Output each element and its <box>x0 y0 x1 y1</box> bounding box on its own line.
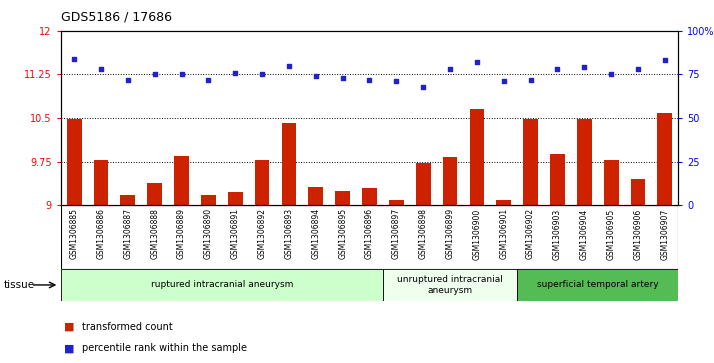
Bar <box>416 163 431 205</box>
Point <box>659 58 670 64</box>
Text: ■: ■ <box>64 343 75 354</box>
Text: GSM1306902: GSM1306902 <box>526 208 535 260</box>
Bar <box>389 200 403 205</box>
Point <box>95 66 106 72</box>
Text: GSM1306890: GSM1306890 <box>204 208 213 260</box>
Text: GDS5186 / 17686: GDS5186 / 17686 <box>61 11 171 24</box>
Text: GSM1306905: GSM1306905 <box>607 208 615 260</box>
Text: GSM1306889: GSM1306889 <box>177 208 186 259</box>
Text: GSM1306904: GSM1306904 <box>580 208 589 260</box>
FancyBboxPatch shape <box>383 269 517 301</box>
Text: GSM1306894: GSM1306894 <box>311 208 321 260</box>
Bar <box>201 195 216 205</box>
Text: superficial temporal artery: superficial temporal artery <box>537 281 658 289</box>
Text: GSM1306897: GSM1306897 <box>392 208 401 260</box>
Text: transformed count: transformed count <box>82 322 173 332</box>
Text: GSM1306885: GSM1306885 <box>70 208 79 259</box>
Text: GSM1306901: GSM1306901 <box>499 208 508 260</box>
Text: GSM1306907: GSM1306907 <box>660 208 669 260</box>
Bar <box>496 200 511 205</box>
Text: GSM1306893: GSM1306893 <box>284 208 293 260</box>
FancyBboxPatch shape <box>61 269 383 301</box>
Point <box>444 66 456 72</box>
Point <box>552 66 563 72</box>
Bar <box>470 109 484 205</box>
Bar <box>443 158 458 205</box>
FancyBboxPatch shape <box>517 269 678 301</box>
Text: GSM1306891: GSM1306891 <box>231 208 240 259</box>
Text: GSM1306892: GSM1306892 <box>258 208 266 259</box>
Text: GSM1306887: GSM1306887 <box>124 208 132 259</box>
Text: GSM1306899: GSM1306899 <box>446 208 455 260</box>
Point <box>229 70 241 76</box>
Point <box>525 77 536 82</box>
Text: GSM1306900: GSM1306900 <box>473 208 481 260</box>
Bar <box>658 113 673 205</box>
Text: unruptured intracranial
aneurysm: unruptured intracranial aneurysm <box>397 275 503 295</box>
Point <box>578 65 590 70</box>
Bar <box>604 160 618 205</box>
Bar <box>228 192 243 205</box>
Text: ■: ■ <box>64 322 75 332</box>
Point <box>256 72 268 77</box>
Bar <box>550 154 565 205</box>
Text: GSM1306895: GSM1306895 <box>338 208 347 260</box>
Point <box>605 72 617 77</box>
Text: percentile rank within the sample: percentile rank within the sample <box>82 343 247 354</box>
Bar <box>174 156 189 205</box>
Bar <box>577 119 592 205</box>
Point <box>310 73 321 79</box>
Bar <box>121 195 135 205</box>
Point <box>203 77 214 82</box>
Point <box>363 77 375 82</box>
Text: ruptured intracranial aneurysm: ruptured intracranial aneurysm <box>151 281 293 289</box>
Point <box>149 72 161 77</box>
Text: GSM1306888: GSM1306888 <box>150 208 159 259</box>
Point <box>471 59 483 65</box>
Point <box>69 56 80 62</box>
Text: GSM1306906: GSM1306906 <box>633 208 643 260</box>
Bar <box>255 160 269 205</box>
Point <box>418 84 429 90</box>
Point <box>283 63 295 69</box>
Text: GSM1306903: GSM1306903 <box>553 208 562 260</box>
Point <box>498 78 510 84</box>
Bar <box>336 191 350 205</box>
Point <box>122 77 134 82</box>
Bar <box>523 119 538 205</box>
Bar <box>281 123 296 205</box>
Bar <box>147 183 162 205</box>
Bar <box>94 160 109 205</box>
Bar <box>630 179 645 205</box>
Point <box>176 72 187 77</box>
Bar <box>308 187 323 205</box>
Point <box>633 66 644 72</box>
Bar <box>66 119 81 205</box>
Text: GSM1306898: GSM1306898 <box>418 208 428 259</box>
Point <box>337 75 348 81</box>
Text: tissue: tissue <box>4 280 35 290</box>
Text: GSM1306896: GSM1306896 <box>365 208 374 260</box>
Bar <box>362 188 377 205</box>
Text: GSM1306886: GSM1306886 <box>96 208 106 259</box>
Point <box>391 78 402 84</box>
